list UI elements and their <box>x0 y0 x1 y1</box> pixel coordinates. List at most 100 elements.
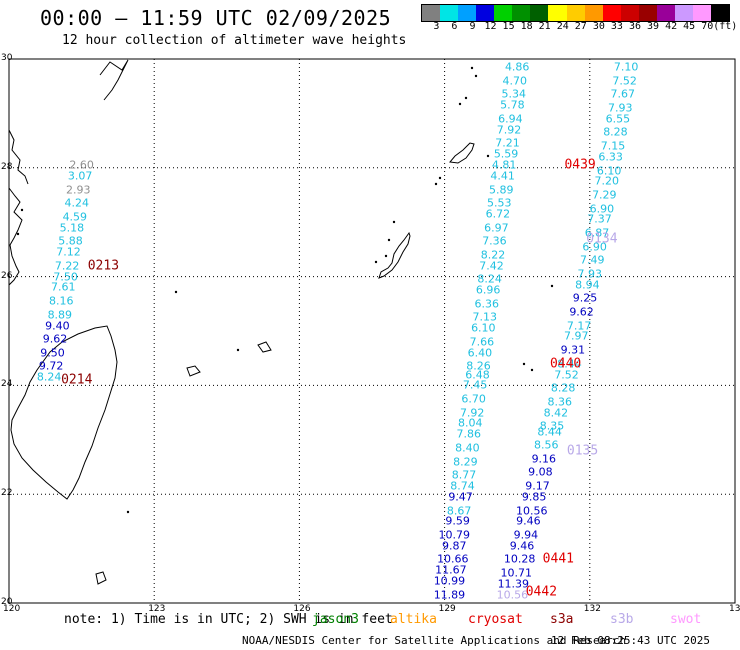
wave-height-point: 7.93 <box>577 267 603 281</box>
island-dot <box>474 74 478 78</box>
wave-height-point: 8.28 <box>550 381 576 395</box>
legend-label: 12 <box>484 21 497 32</box>
wave-height-point: 5.89 <box>488 183 514 197</box>
wave-height-point: 9.16 <box>531 452 557 466</box>
wave-height-point: 4.41 <box>490 169 515 183</box>
legend-swatch <box>674 5 693 21</box>
wave-height-point: 9.46 <box>516 514 541 528</box>
sat-s3a: s3a <box>550 612 574 627</box>
wave-height-point: 9.46 <box>509 539 535 553</box>
island-dot <box>126 510 130 514</box>
wave-height-point: 8.16 <box>49 294 74 308</box>
lat-tick-label: 20 <box>1 597 13 607</box>
legend-label: 3 <box>433 21 440 32</box>
wave-height-point: 7.42 <box>479 259 504 273</box>
island-dot <box>236 348 240 352</box>
wave-height-point: 8.04 <box>458 416 483 430</box>
wave-height-point: 10.71 <box>500 566 532 580</box>
wave-height-point: 6.40 <box>467 346 493 360</box>
legend-swatch <box>566 5 585 21</box>
map-subtitle: 12 hour collection of altimeter wave hei… <box>62 33 407 48</box>
color-legend <box>421 4 730 22</box>
wave-height-point: 7.52 <box>554 368 579 382</box>
wave-height-point: 4.24 <box>64 196 90 210</box>
wave-height-point: 8.36 <box>547 395 573 409</box>
wave-height-point: 8.44 <box>537 425 562 439</box>
map-frame <box>8 58 736 604</box>
island-dot <box>550 284 554 288</box>
wave-height-point: 7.17 <box>566 319 592 333</box>
pass-label: 0214 <box>61 372 93 388</box>
wave-height-point: 6.94 <box>498 112 523 126</box>
lat-tick-label: 28 <box>1 161 13 172</box>
wave-height-point: 11.67 <box>435 563 467 577</box>
wave-height-point: 11.39 <box>497 577 530 591</box>
wave-height-point: 10.56 <box>496 588 529 602</box>
legend-swatch <box>548 5 567 21</box>
wave-height-point: 7.97 <box>563 329 589 343</box>
wave-height-point: 10.79 <box>438 528 471 542</box>
china-coast-far-north <box>99 59 129 101</box>
wave-height-point: 9.25 <box>572 291 598 305</box>
legend-swatch <box>494 5 513 21</box>
wave-height-point: 8.29 <box>453 455 478 469</box>
lat-tick-label: 30 <box>1 53 13 63</box>
lon-tick-label: 135 <box>729 604 740 614</box>
map-title: 00:00 – 11:59 UTC 02/09/2025 <box>40 6 392 30</box>
wave-height-point: 7.92 <box>459 406 485 420</box>
legend-swatch <box>584 5 603 21</box>
legend-swatch <box>458 5 477 21</box>
lanyu-island <box>95 571 107 585</box>
wave-height-point: 6.72 <box>485 207 511 221</box>
wave-height-point: 5.88 <box>58 234 83 248</box>
sat-altika: altika <box>390 612 437 627</box>
wave-height-point: 6.97 <box>484 221 509 235</box>
wave-height-point: 8.77 <box>451 468 477 482</box>
amami-island <box>449 142 475 164</box>
wave-height-point: 8.28 <box>603 125 628 139</box>
wave-height-point: 5.18 <box>59 221 85 235</box>
wave-height-point: 9.08 <box>528 465 553 479</box>
legend-label: 15 <box>502 21 515 32</box>
wave-height-point: 7.45 <box>462 378 488 392</box>
wave-height-point: 9.85 <box>521 490 547 504</box>
island-dot <box>16 232 20 236</box>
wave-height-point: 5.78 <box>500 98 525 112</box>
wave-height-point: 6.10 <box>471 321 496 335</box>
wave-height-point: 2.60 <box>69 158 94 172</box>
legend-label: 21 <box>538 21 551 32</box>
wave-height-point: 6.90 <box>589 202 615 216</box>
wave-height-point: 4.59 <box>62 210 88 224</box>
wave-height-point: 7.12 <box>56 245 81 259</box>
wave-height-point: 9.87 <box>442 539 467 553</box>
wave-height-point: 8.40 <box>455 441 480 455</box>
legend-label: 6 <box>451 21 458 32</box>
wave-height-point: 7.50 <box>53 270 78 284</box>
lat-tick-label: 26 <box>1 270 13 281</box>
wave-height-point: 7.49 <box>579 253 605 267</box>
wave-height-point: 9.62 <box>569 305 594 319</box>
wave-height-point: 7.61 <box>50 280 76 294</box>
wave-height-point: 8.89 <box>47 308 73 322</box>
pass-label: 0442 <box>525 584 558 600</box>
legend-swatch <box>620 5 639 21</box>
legend-label: 30 <box>592 21 605 32</box>
wave-height-point: 7.93 <box>608 101 633 115</box>
wave-height-point: 6.90 <box>582 240 607 254</box>
legend-label: 27 <box>574 21 587 32</box>
wave-height-point: 7.92 <box>496 123 522 137</box>
wave-height-point: 8.26 <box>466 359 491 373</box>
legend-swatch <box>476 5 495 21</box>
wave-height-point: 4.86 <box>504 60 530 74</box>
wave-height-point: 6.10 <box>596 164 622 178</box>
wave-height-point: 7.36 <box>482 234 507 248</box>
wave-height-point: 7.37 <box>587 212 612 226</box>
sat-swot: swot <box>670 612 702 627</box>
taiwan-coast <box>10 325 118 500</box>
island-dot <box>486 154 490 158</box>
legend-swatch <box>711 5 730 21</box>
lon-tick-label: 126 <box>293 604 311 614</box>
legend-label: 70 <box>701 21 714 32</box>
island-dot <box>470 66 474 70</box>
